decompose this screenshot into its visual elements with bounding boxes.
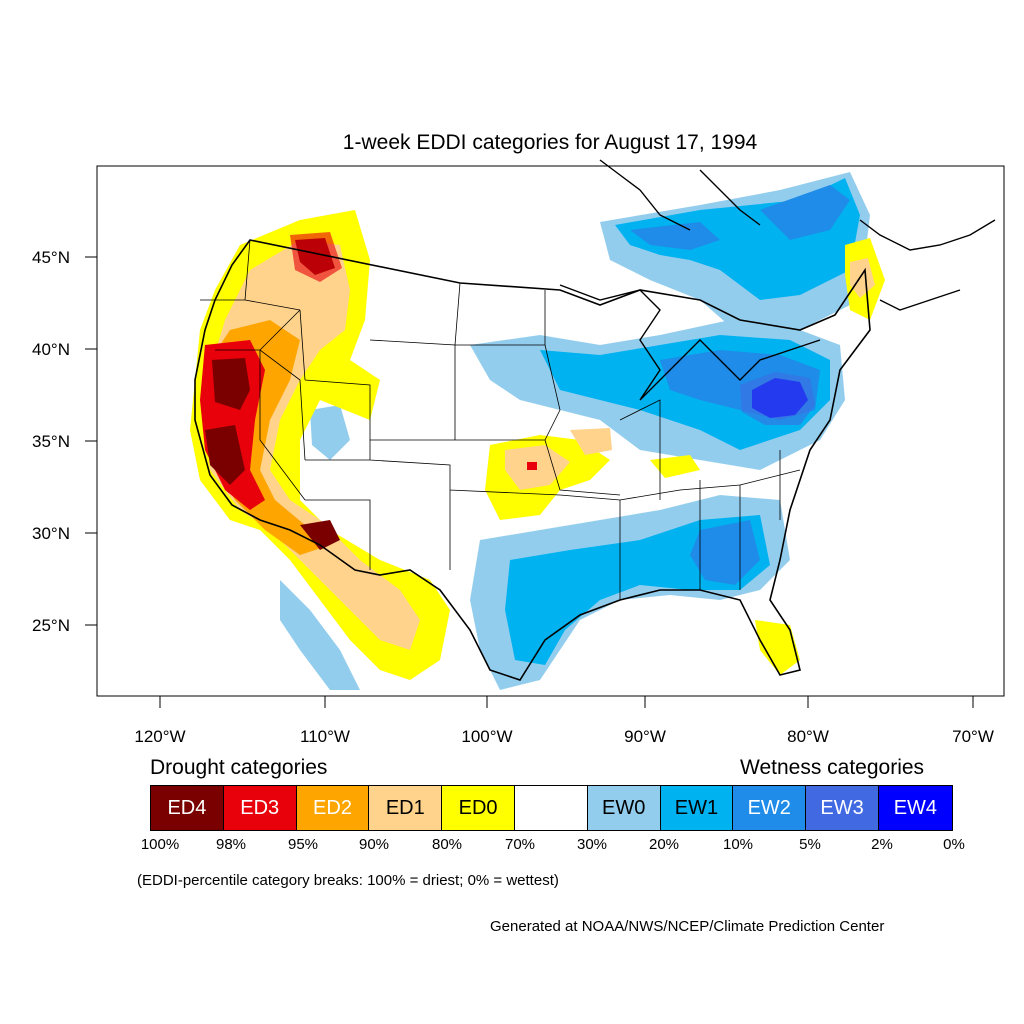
ew2-region-ontario xyxy=(760,185,850,240)
lon-label-120: 120°W xyxy=(134,727,185,746)
ed1-region-missouri xyxy=(570,428,612,455)
pct-break: 5% xyxy=(799,836,821,853)
lon-label-100: 100°W xyxy=(461,727,512,746)
lon-label-110: 110°W xyxy=(300,727,350,746)
legend-box-ew2: EW2 xyxy=(733,786,807,830)
boundaries xyxy=(194,159,996,681)
legend-box-ed3: ED3 xyxy=(223,786,297,830)
ed1-region-kansas xyxy=(505,445,570,490)
ew0-region-baja xyxy=(280,580,360,690)
lat-label-25: 25°N xyxy=(32,616,70,635)
legend-box-neutral xyxy=(514,786,588,830)
credit-line: Generated at NOAA/NWS/NCEP/Climate Predi… xyxy=(490,918,885,935)
legend-box-ed4: ED4 xyxy=(151,786,224,830)
canada-lakes xyxy=(559,159,996,401)
pct-break: 95% xyxy=(287,836,319,853)
pct-break: 2% xyxy=(871,836,893,853)
legend-box-ew3: EW3 xyxy=(806,786,879,830)
pct-break: 10% xyxy=(722,836,754,853)
legend-box-ew1: EW1 xyxy=(660,786,734,830)
pct-break: 98% xyxy=(215,836,247,853)
ed3-region-idaho xyxy=(290,232,342,282)
legend-box-ew0: EW0 xyxy=(587,786,661,830)
lat-label-35: 35°N xyxy=(32,432,70,451)
category-note: (EDDI-percentile category breaks: 100% =… xyxy=(137,872,559,889)
ed4-region-california-south xyxy=(205,425,245,485)
category-shading xyxy=(190,172,885,690)
pct-break: 90% xyxy=(358,836,390,853)
map-frame xyxy=(96,165,1005,697)
category-legend: ED4 ED3 ED2 ED1 ED0 EW0 EW1 EW2 EW3 EW4 xyxy=(150,785,953,831)
map-title: 1-week EDDI categories for August 17, 19… xyxy=(342,131,758,154)
ed4-region-california xyxy=(212,358,250,410)
state-lines xyxy=(200,239,801,600)
ew2-region-south xyxy=(690,520,760,585)
legend-label-ed3: ED3 xyxy=(240,796,280,819)
ew2-region-north xyxy=(630,222,720,250)
legend-box-ew4: EW4 xyxy=(878,786,952,830)
lon-label-80: 80°W xyxy=(787,727,829,746)
legend-box-ed1: ED1 xyxy=(369,786,443,830)
legend-label-ed1: ED1 xyxy=(385,796,425,819)
lat-label-30: 30°N xyxy=(32,524,70,543)
legend-label-ew1: EW1 xyxy=(674,796,719,819)
drought-heading: Drought categories xyxy=(150,756,328,779)
ed0-region-kentucky xyxy=(650,455,700,478)
ew3-region-pennsylvania xyxy=(740,372,815,425)
pct-break: 70% xyxy=(504,836,536,853)
pct-break: 0% xyxy=(943,836,965,853)
lon-label-90: 90°W xyxy=(624,727,666,746)
ed0-region-florida xyxy=(755,620,800,675)
eddi-map: 45°N 40°N 35°N 30°N 25°N 120°W 110°W 100… xyxy=(32,159,1005,746)
legend-label-ed0: ED0 xyxy=(458,796,498,819)
ed3-region-kansas xyxy=(527,462,537,470)
pct-break: 100% xyxy=(140,836,180,853)
legend-label-ew0: EW0 xyxy=(602,796,646,819)
lat-ticks xyxy=(85,256,97,626)
legend-box-ed0: ED0 xyxy=(442,786,515,830)
legend-box-ed2: ED2 xyxy=(296,786,370,830)
legend-label-ew4: EW4 xyxy=(893,796,938,819)
pct-break: 30% xyxy=(576,836,608,853)
ed4-region-arizona xyxy=(300,520,340,550)
ed1-region-maine xyxy=(850,258,875,298)
pct-break: 80% xyxy=(431,836,463,853)
lon-ticks xyxy=(159,696,974,708)
legend-label-ed4: ED4 xyxy=(167,796,207,819)
legend-label-ew2: EW2 xyxy=(747,796,791,819)
legend-label-ed2: ED2 xyxy=(313,796,352,819)
lat-label-45: 45°N xyxy=(32,248,70,267)
us-outline xyxy=(194,239,871,681)
ew0-region-utah xyxy=(310,405,350,460)
pct-break: 20% xyxy=(648,836,680,853)
lon-label-70: 70°W xyxy=(952,727,994,746)
wetness-heading: Wetness categories xyxy=(740,756,925,779)
legend-label-ew3: EW3 xyxy=(820,796,864,819)
lat-label-40: 40°N xyxy=(32,340,70,359)
